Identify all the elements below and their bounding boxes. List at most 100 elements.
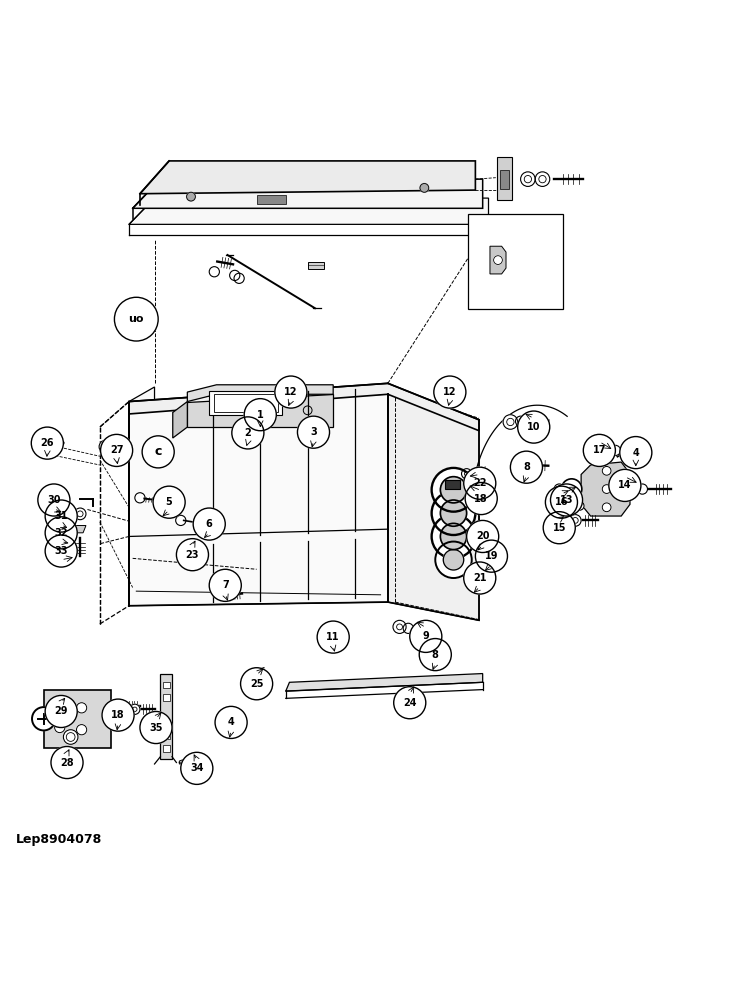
Polygon shape: [187, 385, 333, 402]
Circle shape: [193, 508, 225, 540]
Polygon shape: [388, 394, 479, 620]
Circle shape: [153, 486, 185, 518]
Text: uo: uo: [129, 314, 144, 324]
Text: 14: 14: [618, 480, 632, 490]
Circle shape: [419, 639, 452, 671]
Text: 24: 24: [403, 698, 417, 708]
Circle shape: [230, 270, 240, 281]
Bar: [209, 391, 282, 415]
Text: 9: 9: [422, 631, 429, 641]
Circle shape: [187, 192, 195, 201]
Text: Lep8904078: Lep8904078: [16, 833, 102, 846]
Circle shape: [561, 479, 582, 499]
Circle shape: [465, 482, 497, 515]
Text: 4: 4: [228, 717, 234, 727]
Text: 12: 12: [443, 387, 457, 397]
Circle shape: [234, 273, 244, 283]
Polygon shape: [187, 394, 333, 427]
Circle shape: [244, 399, 276, 431]
Polygon shape: [497, 157, 512, 200]
Circle shape: [114, 297, 158, 341]
Circle shape: [38, 484, 70, 516]
Circle shape: [545, 486, 578, 518]
Circle shape: [503, 415, 518, 429]
Circle shape: [75, 508, 86, 520]
Text: 23: 23: [186, 550, 199, 560]
Circle shape: [55, 701, 65, 711]
Bar: [257, 195, 285, 204]
Polygon shape: [490, 246, 506, 274]
Text: 26: 26: [40, 438, 54, 448]
Circle shape: [102, 699, 134, 731]
Circle shape: [176, 539, 209, 571]
Circle shape: [441, 523, 466, 550]
Text: 1: 1: [257, 410, 264, 420]
Circle shape: [620, 437, 652, 469]
Circle shape: [115, 701, 125, 711]
Text: 11: 11: [326, 632, 340, 642]
Text: 32: 32: [54, 528, 68, 538]
Bar: [446, 480, 460, 489]
Polygon shape: [160, 674, 172, 759]
Circle shape: [569, 515, 581, 526]
Circle shape: [209, 267, 220, 277]
Text: 21: 21: [473, 573, 487, 583]
Circle shape: [602, 466, 611, 475]
Circle shape: [77, 703, 86, 713]
Circle shape: [432, 468, 475, 512]
Circle shape: [31, 427, 64, 459]
Circle shape: [317, 621, 349, 653]
Text: 28: 28: [60, 758, 74, 768]
Text: 29: 29: [54, 706, 68, 716]
Circle shape: [45, 535, 78, 567]
Polygon shape: [140, 161, 475, 194]
Circle shape: [40, 436, 51, 446]
Text: 35: 35: [149, 723, 163, 733]
Circle shape: [518, 411, 550, 443]
Text: 10: 10: [527, 422, 540, 432]
Text: 18: 18: [474, 494, 488, 504]
Circle shape: [393, 620, 406, 633]
Circle shape: [241, 668, 272, 700]
Circle shape: [51, 746, 83, 779]
Circle shape: [609, 469, 641, 501]
Text: 25: 25: [250, 679, 264, 689]
Circle shape: [209, 569, 242, 601]
Circle shape: [625, 482, 640, 496]
Text: 27: 27: [110, 445, 124, 455]
Circle shape: [45, 695, 78, 728]
Text: 8: 8: [523, 462, 530, 472]
Circle shape: [441, 500, 466, 526]
Circle shape: [77, 725, 86, 735]
Text: 5: 5: [165, 497, 173, 507]
Circle shape: [325, 633, 335, 644]
Circle shape: [575, 501, 584, 510]
Text: 30: 30: [47, 495, 61, 505]
Circle shape: [543, 512, 575, 544]
Circle shape: [436, 542, 471, 578]
Text: 31: 31: [54, 511, 68, 521]
Polygon shape: [132, 179, 482, 208]
Text: 19: 19: [485, 551, 498, 561]
Circle shape: [55, 722, 65, 733]
Circle shape: [602, 485, 611, 493]
Circle shape: [232, 417, 264, 449]
Circle shape: [394, 687, 426, 719]
Bar: [163, 694, 170, 701]
Text: 33: 33: [54, 546, 68, 556]
Text: 34: 34: [190, 763, 203, 773]
Circle shape: [510, 451, 542, 483]
Circle shape: [515, 416, 526, 426]
Circle shape: [432, 491, 475, 535]
Polygon shape: [75, 526, 86, 533]
Bar: [307, 262, 324, 269]
Circle shape: [32, 707, 56, 730]
Text: 17: 17: [593, 445, 606, 455]
Circle shape: [475, 540, 507, 572]
Bar: [44, 690, 111, 748]
Text: 3: 3: [310, 427, 317, 437]
Text: 7: 7: [222, 580, 228, 590]
Circle shape: [100, 434, 132, 466]
Bar: [214, 394, 277, 412]
Polygon shape: [129, 198, 488, 224]
